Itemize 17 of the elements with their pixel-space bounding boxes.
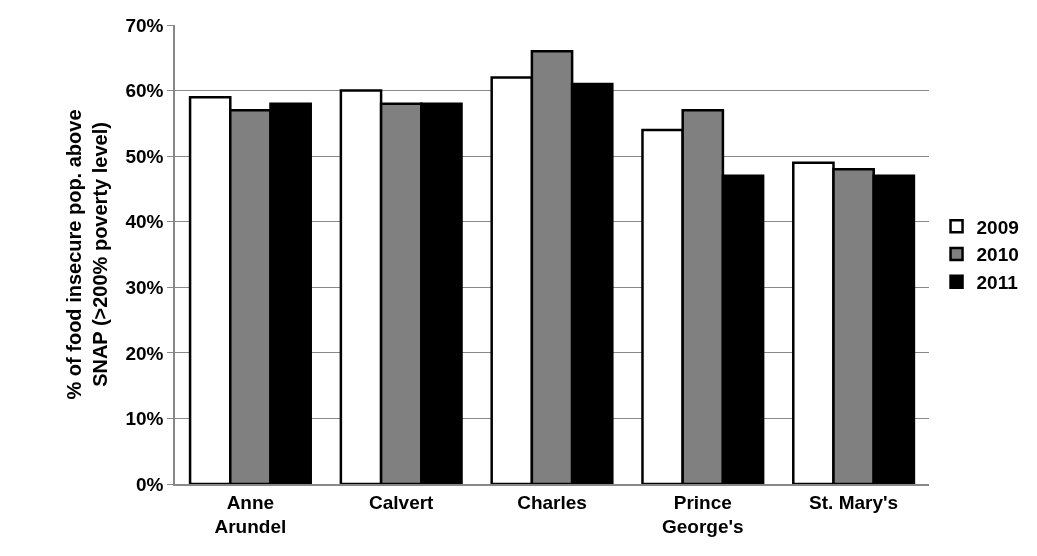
y-tick-label: 40% xyxy=(125,211,164,233)
y-tick-label: 30% xyxy=(125,276,164,298)
legend-label: 2010 xyxy=(976,244,1019,266)
y-tick-label: 50% xyxy=(125,145,164,167)
x-tick-label: Charles xyxy=(517,491,587,513)
y-tick-label: 70% xyxy=(125,14,164,36)
y-tick-label: 0% xyxy=(135,473,164,495)
x-tick-label: St. Mary's xyxy=(809,491,899,513)
y-tick-label: 60% xyxy=(125,80,164,102)
y-axis-title: % of food insecure pop. above SNAP (>200% poverty level) xyxy=(63,109,112,400)
x-tick-label: Prince George's xyxy=(662,491,744,538)
legend-label: 2011 xyxy=(976,272,1019,294)
y-tick-label: 10% xyxy=(125,408,164,430)
x-tick-label: Anne Arundel xyxy=(214,491,287,538)
legend-label: 2009 xyxy=(976,216,1019,238)
x-tick-label: Calvert xyxy=(368,491,435,513)
y-tick-label: 20% xyxy=(125,342,164,364)
